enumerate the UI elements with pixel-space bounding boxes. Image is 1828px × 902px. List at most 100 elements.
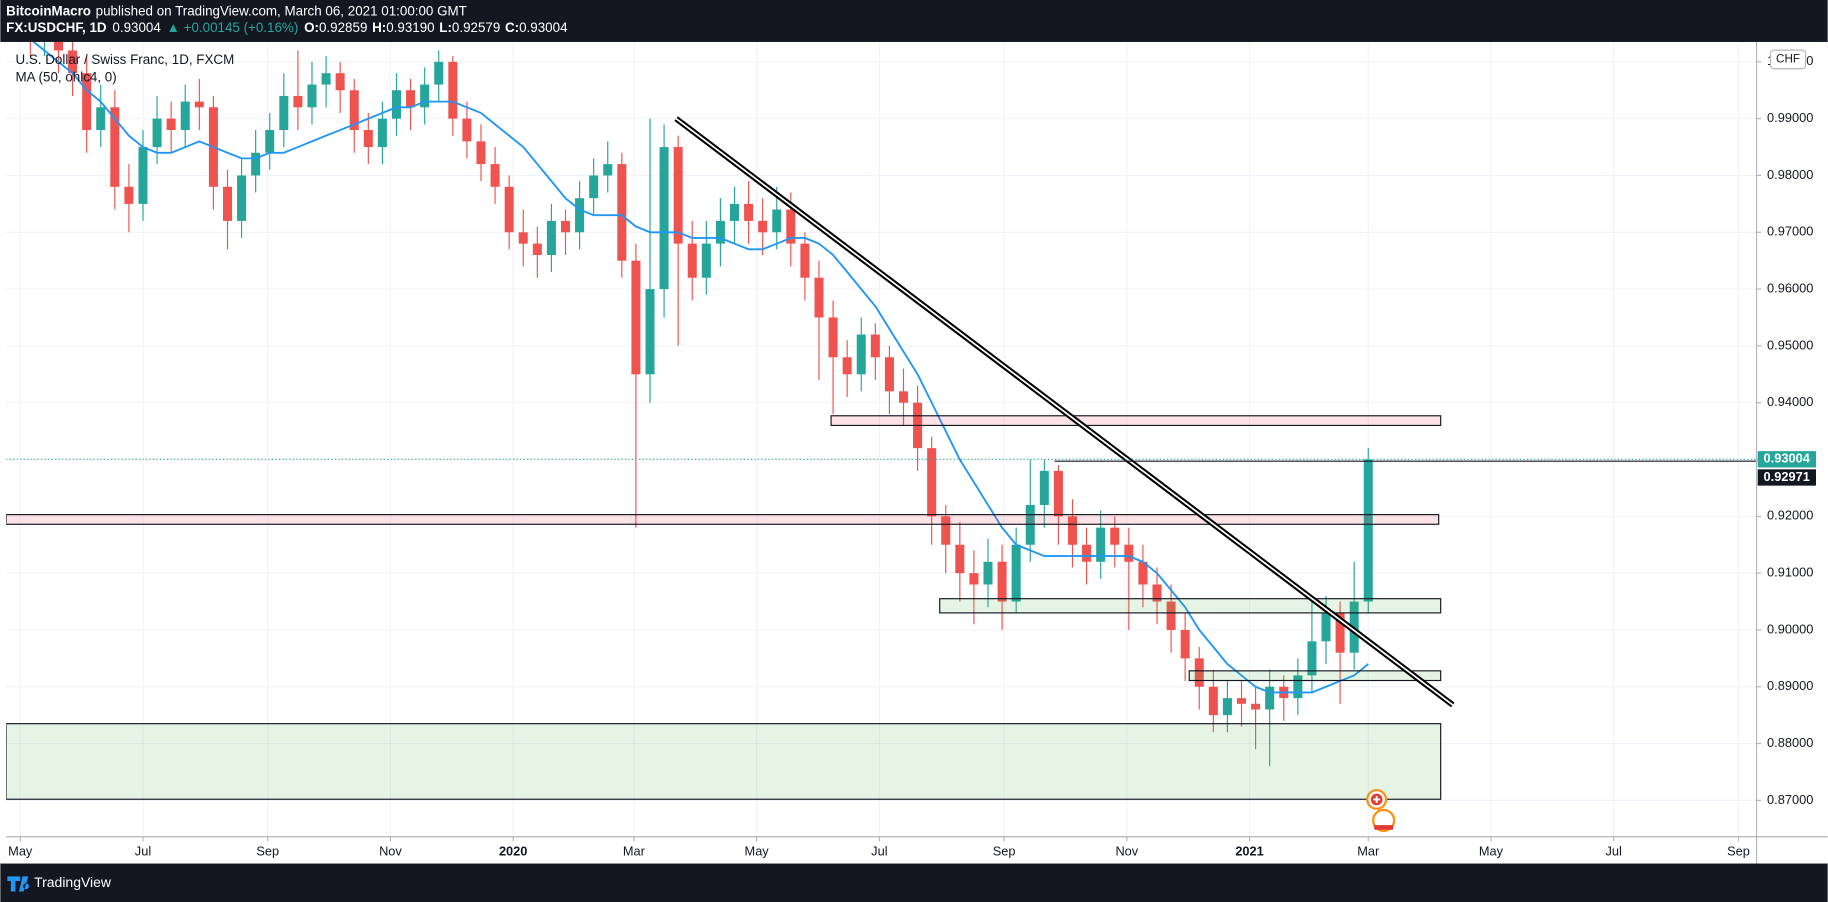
candle-body <box>884 357 894 392</box>
x-tick-label: Jul <box>1606 843 1622 858</box>
candle-body <box>546 220 556 255</box>
y-tick-label: 0.98000 <box>1767 167 1813 182</box>
candle-body <box>1053 470 1063 517</box>
candle-body <box>1363 459 1373 602</box>
candle-body <box>729 203 740 221</box>
x-tick-label: May <box>8 843 33 858</box>
candle-body <box>997 561 1007 602</box>
candle-body <box>279 95 289 131</box>
brand: TradingView <box>34 874 112 890</box>
x-tick-label: Mar <box>1357 843 1380 858</box>
y-tick-label: 0.91000 <box>1767 565 1813 580</box>
x-tick-label: Jul <box>871 843 887 858</box>
candle-body <box>476 141 486 165</box>
x-tick-label: Sep <box>1727 843 1750 858</box>
symbol: FX:USDCHF, 1D <box>6 20 107 35</box>
candle-body <box>462 118 472 142</box>
candle-body <box>659 147 669 290</box>
brand-logo <box>7 876 29 892</box>
candle-body <box>124 186 134 204</box>
candle-body <box>518 232 528 244</box>
candle-body <box>870 334 880 358</box>
candle-body <box>349 90 359 131</box>
candle-body <box>180 101 190 131</box>
candle-body <box>68 50 78 74</box>
y-tick-label: 0.94000 <box>1767 394 1813 409</box>
ohlc-value: 0.92579 <box>452 20 500 35</box>
candle-body <box>321 73 331 85</box>
header-line-2: FX:USDCHF, 1D 0.93004 ▲ +0.00145 (+0.16%) O… <box>6 20 568 35</box>
trendline-inner <box>675 117 1454 706</box>
candle-body <box>448 61 458 119</box>
candle-body <box>631 260 641 375</box>
hline-label: 0.92971 <box>1764 469 1810 484</box>
header-bar <box>0 0 1828 42</box>
candle-body <box>532 243 542 255</box>
candle-body <box>1321 612 1331 642</box>
grid <box>6 41 1757 837</box>
x-tick-label: 2020 <box>499 843 527 858</box>
candle-body <box>504 186 514 233</box>
candle-body <box>1251 703 1261 710</box>
candle-body <box>828 317 838 358</box>
candle-body <box>1208 686 1218 716</box>
event-icon-flag <box>1374 825 1393 830</box>
y-tick-label: 0.97000 <box>1767 224 1813 239</box>
candle-body <box>53 41 63 51</box>
y-tick-label: 0.87000 <box>1767 792 1813 807</box>
candle-body <box>1335 612 1345 653</box>
candle-body <box>814 277 824 318</box>
ohlc-key: H: <box>372 20 386 35</box>
currency-badge[interactable] <box>1769 49 1807 70</box>
candle-body <box>138 147 148 204</box>
y-tick-label: 0.96000 <box>1767 280 1813 295</box>
candle-body <box>955 544 965 574</box>
candle-body <box>645 289 655 375</box>
last-price-label-bg <box>1757 451 1816 468</box>
y-tick-label: 0.90000 <box>1767 621 1813 636</box>
y-tick-label: 0.99000 <box>1767 110 1813 125</box>
ohlc-key: O: <box>304 20 319 35</box>
candle-body <box>1124 544 1134 562</box>
candle-body <box>603 164 613 176</box>
zone <box>1188 670 1442 682</box>
candle-body <box>222 186 232 221</box>
candle-body <box>856 334 866 375</box>
candle-body <box>1293 675 1303 699</box>
candle-body <box>265 130 275 153</box>
candle-body <box>1138 561 1148 585</box>
zone <box>830 415 1442 427</box>
candle-body <box>701 243 711 278</box>
ohlc-key: C: <box>505 20 519 35</box>
candle-body <box>941 516 951 545</box>
candle-body <box>420 84 430 108</box>
hline-label-bg <box>1757 469 1816 486</box>
candle-body <box>166 118 176 131</box>
ohlc-value: 0.93190 <box>386 20 434 35</box>
candle-body <box>377 118 387 148</box>
x-tick-label: May <box>1479 843 1504 858</box>
candle-body <box>842 357 852 375</box>
x-tick-label: Sep <box>256 843 279 858</box>
candle-body <box>82 73 92 131</box>
footer-bar <box>0 863 1828 902</box>
x-tick-label: Nov <box>379 843 402 858</box>
candle-body <box>1067 516 1078 545</box>
candle-body <box>744 203 754 221</box>
plot-area <box>6 41 1757 800</box>
published: published on TradingView.com, March 06, … <box>96 3 467 18</box>
candle-body <box>575 198 585 233</box>
candle-body <box>307 84 317 108</box>
candle-body <box>1194 658 1204 687</box>
candle-body <box>406 90 416 108</box>
x-tick-label: Mar <box>623 843 646 858</box>
candle-body <box>1237 698 1247 704</box>
candle-body <box>1082 544 1092 562</box>
candle-body <box>251 152 261 176</box>
ohlc-value: 0.92859 <box>319 20 367 35</box>
candle-body <box>237 175 247 221</box>
author: BitcoinMacro <box>6 3 91 18</box>
candle-body <box>687 243 697 278</box>
